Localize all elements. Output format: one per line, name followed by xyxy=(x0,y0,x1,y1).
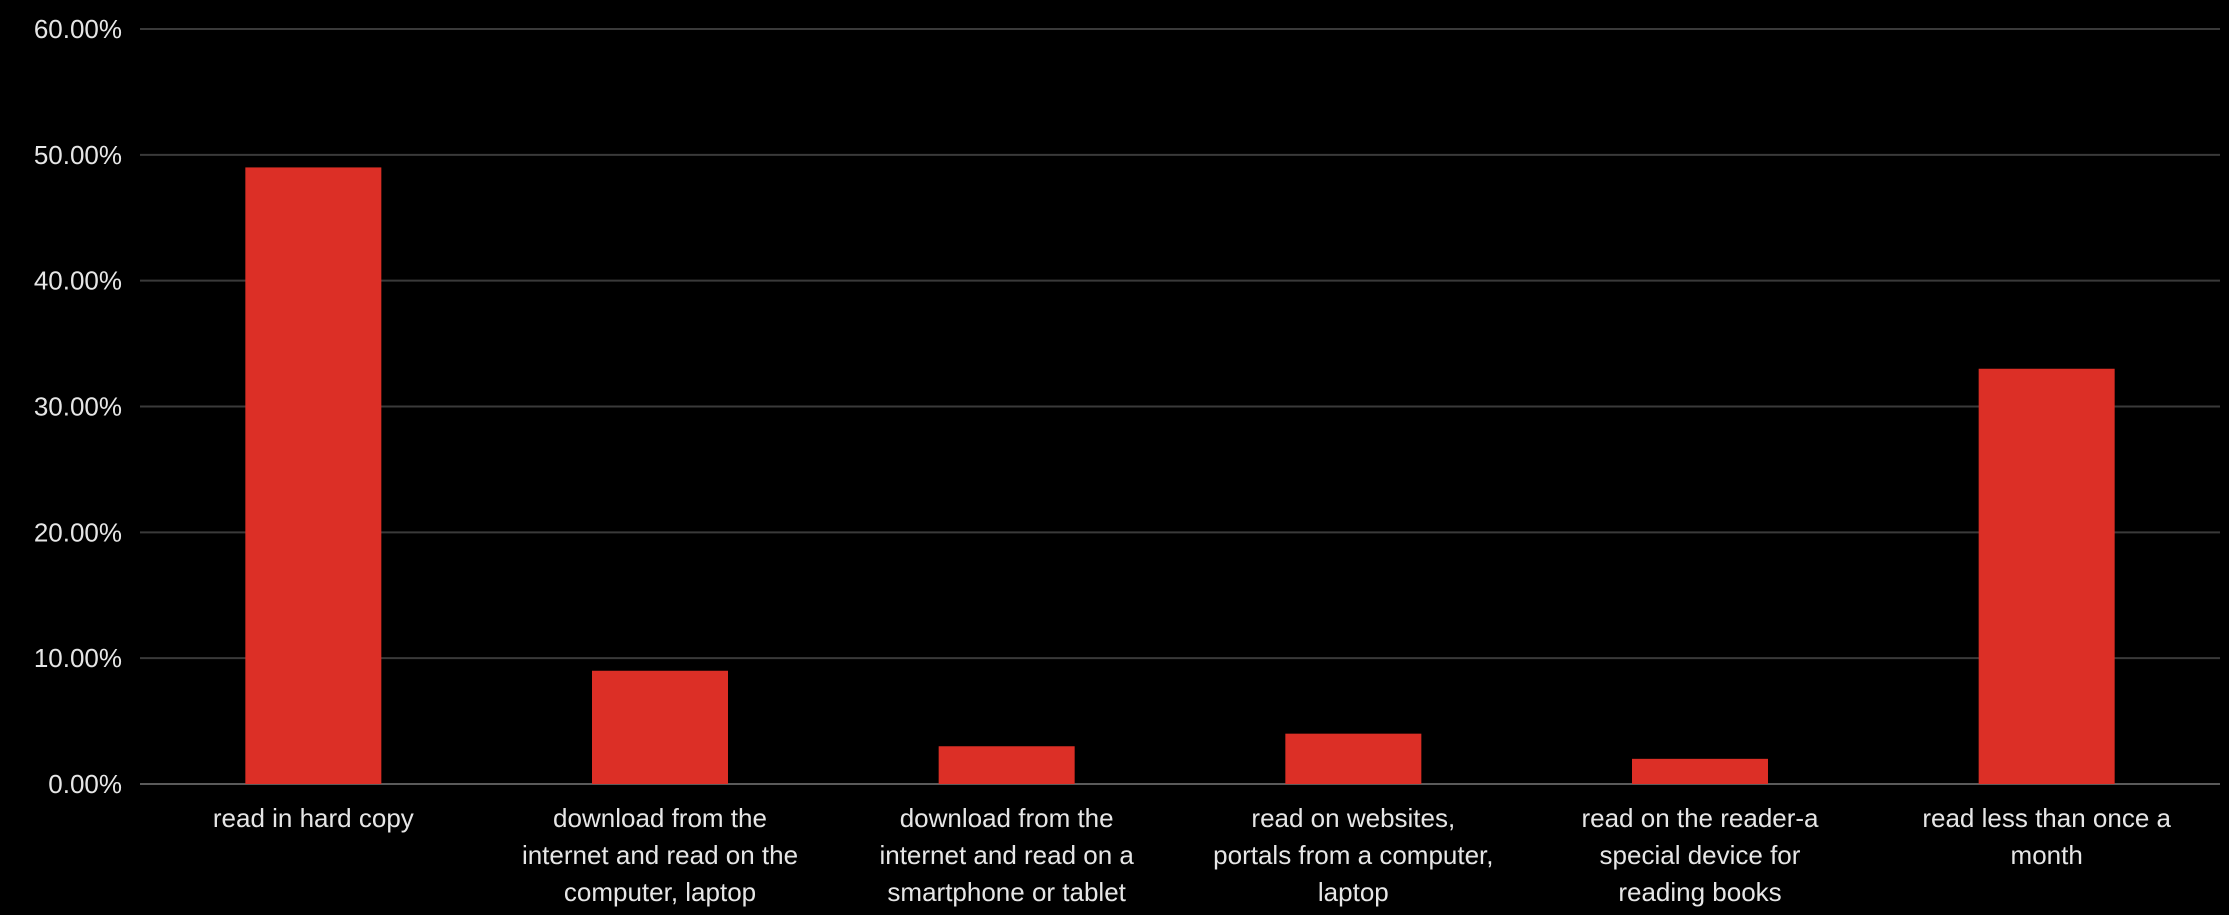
bars xyxy=(245,167,2115,784)
bar xyxy=(938,746,1075,784)
gridlines xyxy=(140,28,2220,785)
y-tick-label: 60.00% xyxy=(34,14,122,44)
x-tick-label-line: laptop xyxy=(1318,877,1389,907)
y-axis-tick-labels: 0.00% 10.00% 20.00% 30.00% 40.00% 50.00% 60.00… xyxy=(34,14,122,799)
y-tick-label: 50.00% xyxy=(34,140,122,170)
x-tick-label-line: portals from a computer, xyxy=(1213,840,1493,870)
x-tick-label: read less than once a month xyxy=(1922,803,2171,870)
x-tick-label: download from the internet and read on a s… xyxy=(879,803,1134,907)
bar xyxy=(245,167,382,784)
y-tick-label: 20.00% xyxy=(34,517,122,547)
x-axis-tick-labels: read in hard copy download from the intern… xyxy=(213,803,2172,907)
bar xyxy=(1978,368,2115,784)
x-tick-label-line: download from the xyxy=(553,803,767,833)
x-tick-label-line: read less than once a xyxy=(1922,803,2171,833)
x-tick-label-line: read in hard copy xyxy=(213,803,414,833)
x-tick-label: read in hard copy xyxy=(213,803,414,833)
x-tick-label-line: internet and read on a xyxy=(879,840,1134,870)
bar xyxy=(1285,733,1422,784)
x-tick-label-line: download from the xyxy=(900,803,1114,833)
x-tick-label-line: month xyxy=(2011,840,2083,870)
y-tick-label: 0.00% xyxy=(48,769,122,799)
y-tick-label: 40.00% xyxy=(34,266,122,296)
y-tick-label: 10.00% xyxy=(34,643,122,673)
x-tick-label-line: smartphone or tablet xyxy=(887,877,1126,907)
x-tick-label-line: computer, laptop xyxy=(564,877,756,907)
bar xyxy=(1632,758,1768,784)
bar xyxy=(592,670,728,784)
x-tick-label-line: special device for xyxy=(1600,840,1801,870)
x-tick-label-line: internet and read on the xyxy=(522,840,798,870)
x-tick-label-line: read on websites, xyxy=(1251,803,1455,833)
x-tick-label-line: reading books xyxy=(1618,877,1781,907)
x-tick-label: read on the reader-a special device for re… xyxy=(1581,803,1819,907)
x-tick-label: download from the internet and read on th… xyxy=(522,803,798,907)
y-tick-label: 30.00% xyxy=(34,392,122,422)
x-tick-label: read on websites, portals from a computer… xyxy=(1213,803,1493,907)
x-tick-label-line: read on the reader-a xyxy=(1581,803,1819,833)
